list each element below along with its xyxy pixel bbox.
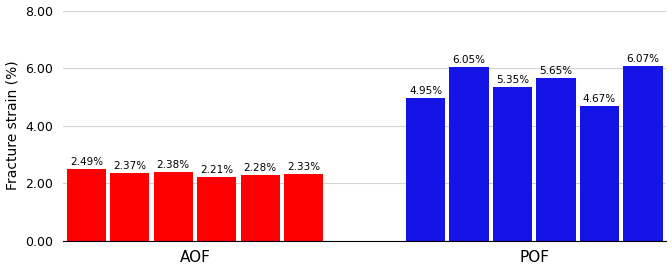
Text: 2.21%: 2.21% <box>200 165 233 175</box>
Y-axis label: Fracture strain (%): Fracture strain (%) <box>5 61 19 191</box>
Bar <box>67 169 106 241</box>
Bar <box>624 66 663 241</box>
Text: 6.05%: 6.05% <box>452 55 485 65</box>
Text: 6.07%: 6.07% <box>626 54 659 64</box>
Text: 4.67%: 4.67% <box>583 94 616 104</box>
Text: 2.33%: 2.33% <box>287 162 321 172</box>
Bar <box>110 173 149 241</box>
Text: 2.38%: 2.38% <box>157 160 190 170</box>
Text: 5.35%: 5.35% <box>496 75 529 85</box>
Bar <box>197 177 237 241</box>
Text: 4.95%: 4.95% <box>409 86 442 96</box>
Text: 2.37%: 2.37% <box>114 160 146 170</box>
Bar <box>154 172 193 241</box>
Bar <box>493 87 532 241</box>
Bar <box>580 106 619 241</box>
Bar <box>406 98 445 241</box>
Bar <box>536 78 575 241</box>
Text: 5.65%: 5.65% <box>540 66 573 76</box>
Bar <box>450 67 489 241</box>
Bar <box>241 175 280 241</box>
Text: 2.28%: 2.28% <box>244 163 277 173</box>
Bar <box>284 174 323 241</box>
Text: 2.49%: 2.49% <box>70 157 103 167</box>
